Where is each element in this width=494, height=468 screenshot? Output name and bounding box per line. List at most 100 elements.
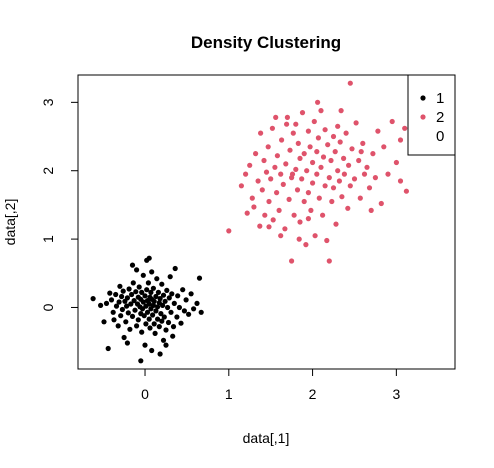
data-point-cluster-2: [369, 208, 374, 213]
data-point-cluster-1: [175, 293, 180, 298]
x-tick-label: 3: [392, 386, 400, 402]
data-point-cluster-1: [133, 289, 138, 294]
data-point-cluster-1: [118, 313, 123, 318]
data-point-cluster-1: [162, 314, 167, 319]
data-point-cluster-2: [295, 187, 300, 192]
data-point-cluster-2: [268, 176, 273, 181]
data-point-cluster-2: [331, 185, 336, 190]
data-point-cluster-2: [299, 176, 304, 181]
data-point-cluster-2: [360, 141, 365, 146]
data-point-cluster-2: [331, 134, 336, 139]
data-point-cluster-1: [172, 301, 177, 306]
data-point-cluster-1: [121, 289, 126, 294]
data-point-cluster-2: [290, 172, 295, 177]
data-point-cluster-2: [338, 139, 343, 144]
data-point-cluster-2: [300, 110, 305, 115]
data-point-cluster-2: [284, 122, 289, 127]
data-point-cluster-2: [373, 175, 378, 180]
data-point-cluster-1: [123, 319, 128, 324]
data-point-cluster-2: [318, 165, 323, 170]
data-point-cluster-1: [163, 343, 168, 348]
data-point-cluster-2: [297, 237, 302, 242]
data-point-cluster-1: [141, 273, 146, 278]
data-point-cluster-1: [98, 303, 103, 308]
data-point-cluster-1: [131, 280, 136, 285]
data-point-cluster-1: [184, 297, 189, 302]
data-point-cluster-1: [173, 266, 178, 271]
x-tick-label: 0: [141, 386, 149, 402]
data-point-cluster-2: [385, 172, 390, 177]
data-point-cluster-2: [308, 208, 313, 213]
data-point-cluster-2: [379, 201, 384, 206]
data-point-cluster-2: [281, 182, 286, 187]
data-point-cluster-2: [402, 126, 407, 131]
data-point-cluster-2: [308, 144, 313, 149]
data-point-cluster-2: [348, 81, 353, 86]
data-point-cluster-1: [174, 314, 179, 319]
data-point-cluster-1: [189, 291, 194, 296]
data-point-cluster-2: [245, 211, 250, 216]
data-point-cluster-2: [333, 222, 338, 227]
data-point-cluster-2: [398, 137, 403, 142]
data-point-cluster-2: [291, 131, 296, 136]
data-point-cluster-2: [310, 160, 315, 165]
data-point-cluster-2: [285, 115, 290, 120]
data-point-cluster-2: [325, 142, 330, 147]
data-point-cluster-1: [165, 305, 170, 310]
data-point-cluster-2: [358, 196, 363, 201]
data-point-cluster-1: [134, 267, 139, 272]
data-point-cluster-2: [289, 258, 294, 263]
data-point-cluster-2: [312, 119, 317, 124]
data-point-cluster-2: [292, 213, 297, 218]
data-point-cluster-2: [335, 168, 340, 173]
data-point-cluster-2: [356, 158, 361, 163]
data-point-cluster-2: [256, 178, 261, 183]
data-point-cluster-2: [344, 131, 349, 136]
data-point-cluster-2: [364, 165, 369, 170]
y-tick-label: 2: [40, 167, 56, 175]
data-point-cluster-2: [327, 175, 332, 180]
data-point-cluster-1: [177, 305, 182, 310]
data-point-cluster-2: [390, 119, 395, 124]
data-point-cluster-2: [273, 115, 278, 120]
data-point-cluster-1: [117, 299, 122, 304]
data-point-cluster-2: [279, 137, 284, 142]
y-axis: 0 1 2 3: [40, 98, 78, 311]
data-point-cluster-2: [278, 233, 283, 238]
data-point-cluster-2: [327, 258, 332, 263]
data-point-cluster-1: [149, 269, 154, 274]
chart-title: Density Clustering: [191, 33, 341, 52]
data-point-cluster-1: [136, 317, 141, 322]
data-point-cluster-2: [264, 170, 269, 175]
data-point-cluster-2: [275, 153, 280, 158]
legend-label-2: 2: [436, 109, 444, 126]
data-point-cluster-2: [359, 149, 364, 154]
data-point-cluster-1: [142, 293, 147, 298]
data-point-cluster-1: [147, 256, 152, 261]
y-tick-label: 0: [40, 303, 56, 311]
data-point-cluster-2: [266, 199, 271, 204]
data-point-cluster-1: [151, 286, 156, 291]
data-point-cluster-2: [302, 199, 307, 204]
data-point-cluster-2: [274, 190, 279, 195]
data-point-cluster-1: [147, 317, 152, 322]
data-point-cluster-2: [342, 172, 347, 177]
x-axis-label: data[,1]: [243, 430, 290, 446]
data-point-cluster-2: [321, 154, 326, 159]
data-point-cluster-1: [194, 301, 199, 306]
data-point-cluster-1: [134, 323, 139, 328]
data-point-cluster-2: [362, 172, 367, 177]
data-point-cluster-2: [243, 172, 248, 177]
data-point-cluster-1: [169, 291, 174, 296]
data-point-cluster-2: [277, 208, 282, 213]
data-point-cluster-2: [329, 199, 334, 204]
data-point-cluster-2: [323, 183, 328, 188]
data-point-cluster-1: [122, 335, 127, 340]
data-point-cluster-1: [138, 358, 143, 363]
data-point-cluster-1: [111, 317, 116, 322]
data-point-cluster-2: [315, 100, 320, 105]
data-point-cluster-2: [328, 158, 333, 163]
data-point-cluster-1: [180, 287, 185, 292]
data-point-cluster-2: [260, 187, 265, 192]
data-point-cluster-1: [117, 284, 122, 289]
